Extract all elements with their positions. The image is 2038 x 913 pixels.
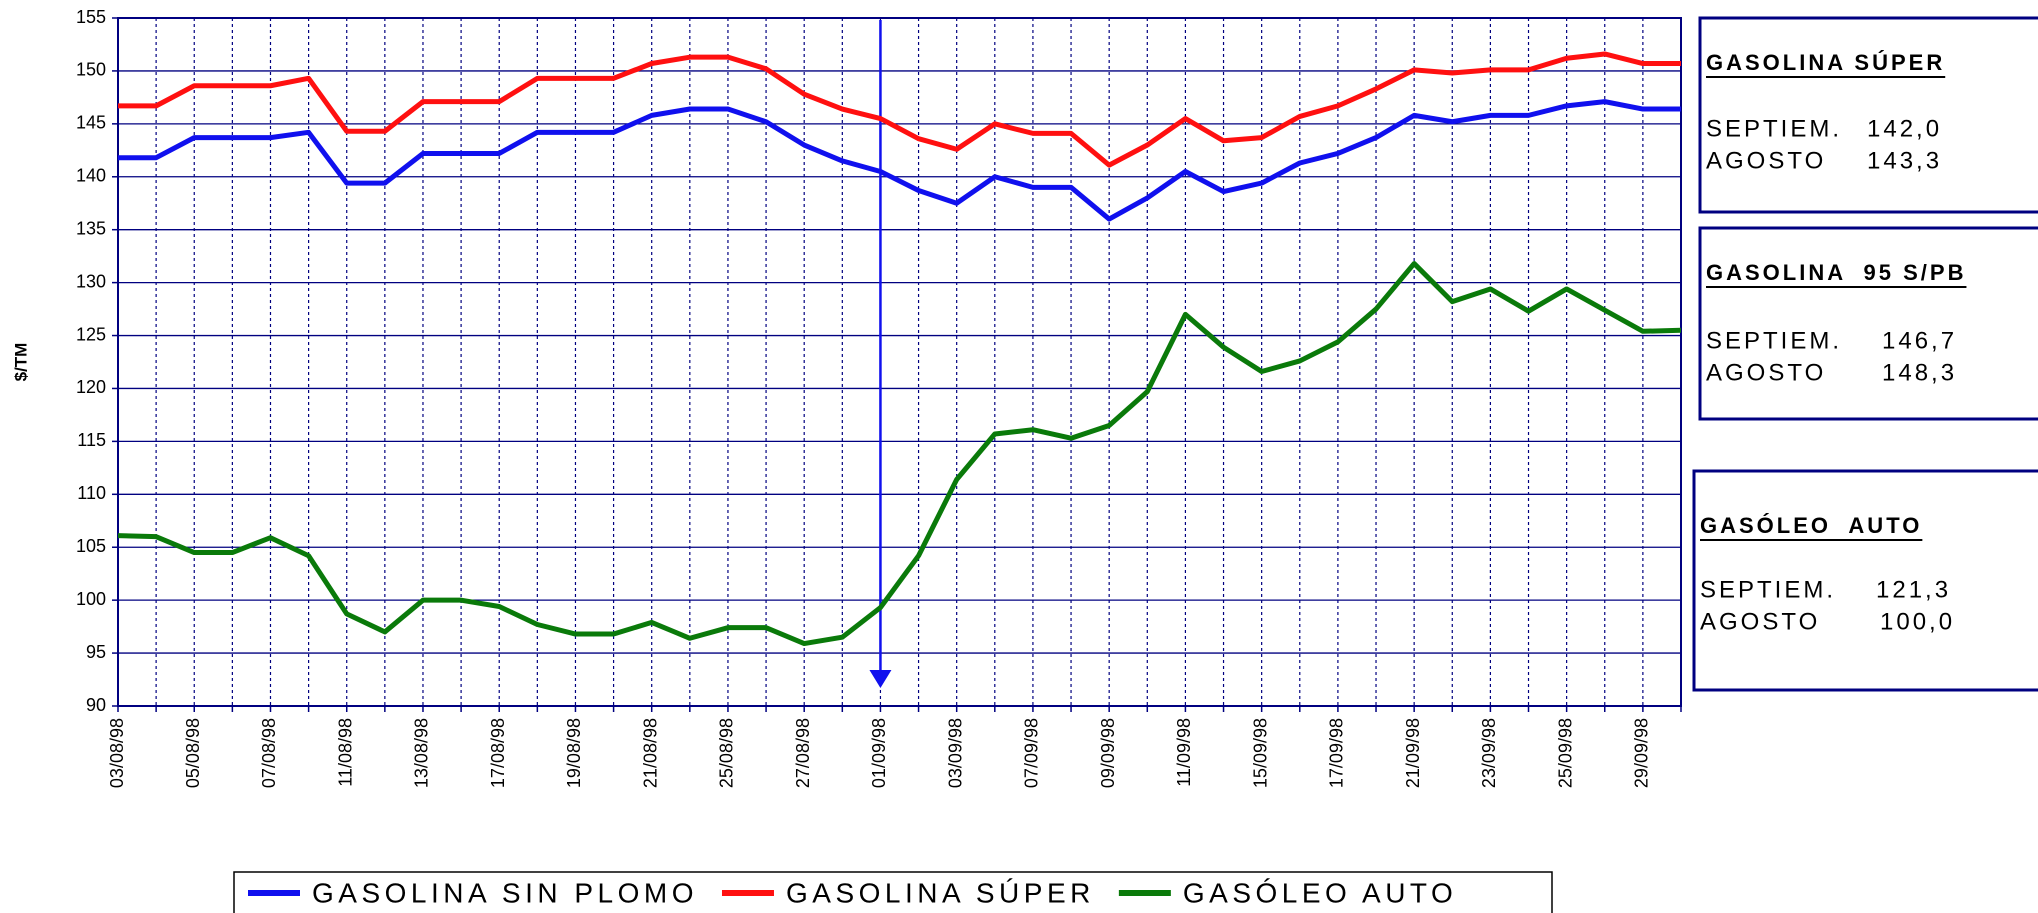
- y-axis-label: $/TM: [11, 343, 30, 382]
- legend-label: GASOLINA SÚPER: [786, 877, 1095, 908]
- x-tick-label: 21/09/98: [1403, 718, 1423, 788]
- y-tick-label: 110: [77, 483, 106, 503]
- info-row-value: 146,7: [1882, 327, 1957, 354]
- info-row-value: 121,3: [1876, 576, 1951, 603]
- x-tick-label: 17/09/98: [1327, 718, 1347, 788]
- info-row-label: AGOSTO: [1700, 608, 1820, 635]
- series-line: [118, 51, 1681, 168]
- info-title: GASOLINA SÚPER: [1706, 50, 1945, 75]
- y-tick-label: 120: [76, 377, 106, 397]
- x-tick-label: 25/09/98: [1555, 718, 1575, 788]
- arrow-head: [869, 670, 892, 688]
- x-tick-label: 07/09/98: [1022, 718, 1042, 788]
- legend-box: [233, 871, 1553, 913]
- info-row-label: SEPTIEM.: [1700, 576, 1836, 603]
- x-tick-label: 29/09/98: [1632, 718, 1652, 788]
- y-tick-label: 95: [86, 642, 106, 662]
- info-row-value: 100,0: [1880, 608, 1955, 635]
- legend-label: GASOLINA SIN PLOMO: [312, 877, 698, 908]
- x-tick-label: 11/08/98: [335, 718, 355, 787]
- x-tick-label: 05/08/98: [183, 718, 203, 788]
- info-row-label: SEPTIEM.: [1706, 115, 1842, 142]
- info-box: [1698, 16, 2038, 214]
- info-box: [1698, 226, 2038, 421]
- y-tick-label: 105: [76, 536, 106, 556]
- info-row-value: 148,3: [1882, 359, 1957, 386]
- x-tick-label: 27/08/98: [793, 718, 813, 788]
- x-tick-label: 17/08/98: [488, 718, 508, 788]
- x-tick-label: 03/09/98: [945, 718, 965, 788]
- x-tick-label: 15/09/98: [1250, 718, 1270, 788]
- y-tick-label: 125: [76, 324, 106, 344]
- info-row-value: 142,0: [1867, 115, 1942, 142]
- info-box: [1692, 469, 2038, 692]
- info-row-label: SEPTIEM.: [1706, 327, 1842, 354]
- x-tick-label: 21/08/98: [640, 718, 660, 788]
- x-tick-label: 25/08/98: [717, 718, 737, 788]
- series-line: [117, 261, 1682, 647]
- x-tick-label: 07/08/98: [259, 718, 279, 788]
- legend-label: GASÓLEO AUTO: [1183, 877, 1457, 908]
- x-tick-label: 19/08/98: [564, 718, 584, 788]
- x-tick-label: 03/08/98: [107, 718, 127, 788]
- y-tick-label: 100: [76, 589, 106, 609]
- x-tick-label: 09/09/98: [1098, 718, 1118, 788]
- y-tick-label: 145: [76, 113, 106, 133]
- y-tick-label: 90: [86, 695, 106, 715]
- x-tick-label: 23/09/98: [1479, 718, 1499, 788]
- y-tick-label: 135: [76, 218, 106, 238]
- y-tick-label: 140: [76, 166, 106, 186]
- info-row-value: 143,3: [1867, 147, 1942, 174]
- info-row-label: AGOSTO: [1706, 359, 1826, 386]
- series-line: [118, 99, 1681, 222]
- y-tick-label: 155: [76, 7, 106, 27]
- y-tick-label: 150: [76, 60, 106, 80]
- y-tick-label: 115: [77, 430, 106, 450]
- info-title: GASOLINA 95 S/PB: [1706, 260, 1966, 285]
- x-tick-label: 11/09/98: [1174, 718, 1194, 787]
- info-row-label: AGOSTO: [1706, 147, 1826, 174]
- y-tick-label: 130: [76, 271, 106, 291]
- info-title: GASÓLEO AUTO: [1700, 513, 1922, 538]
- x-tick-label: 13/08/98: [412, 718, 432, 788]
- x-tick-label: 01/09/98: [869, 718, 889, 788]
